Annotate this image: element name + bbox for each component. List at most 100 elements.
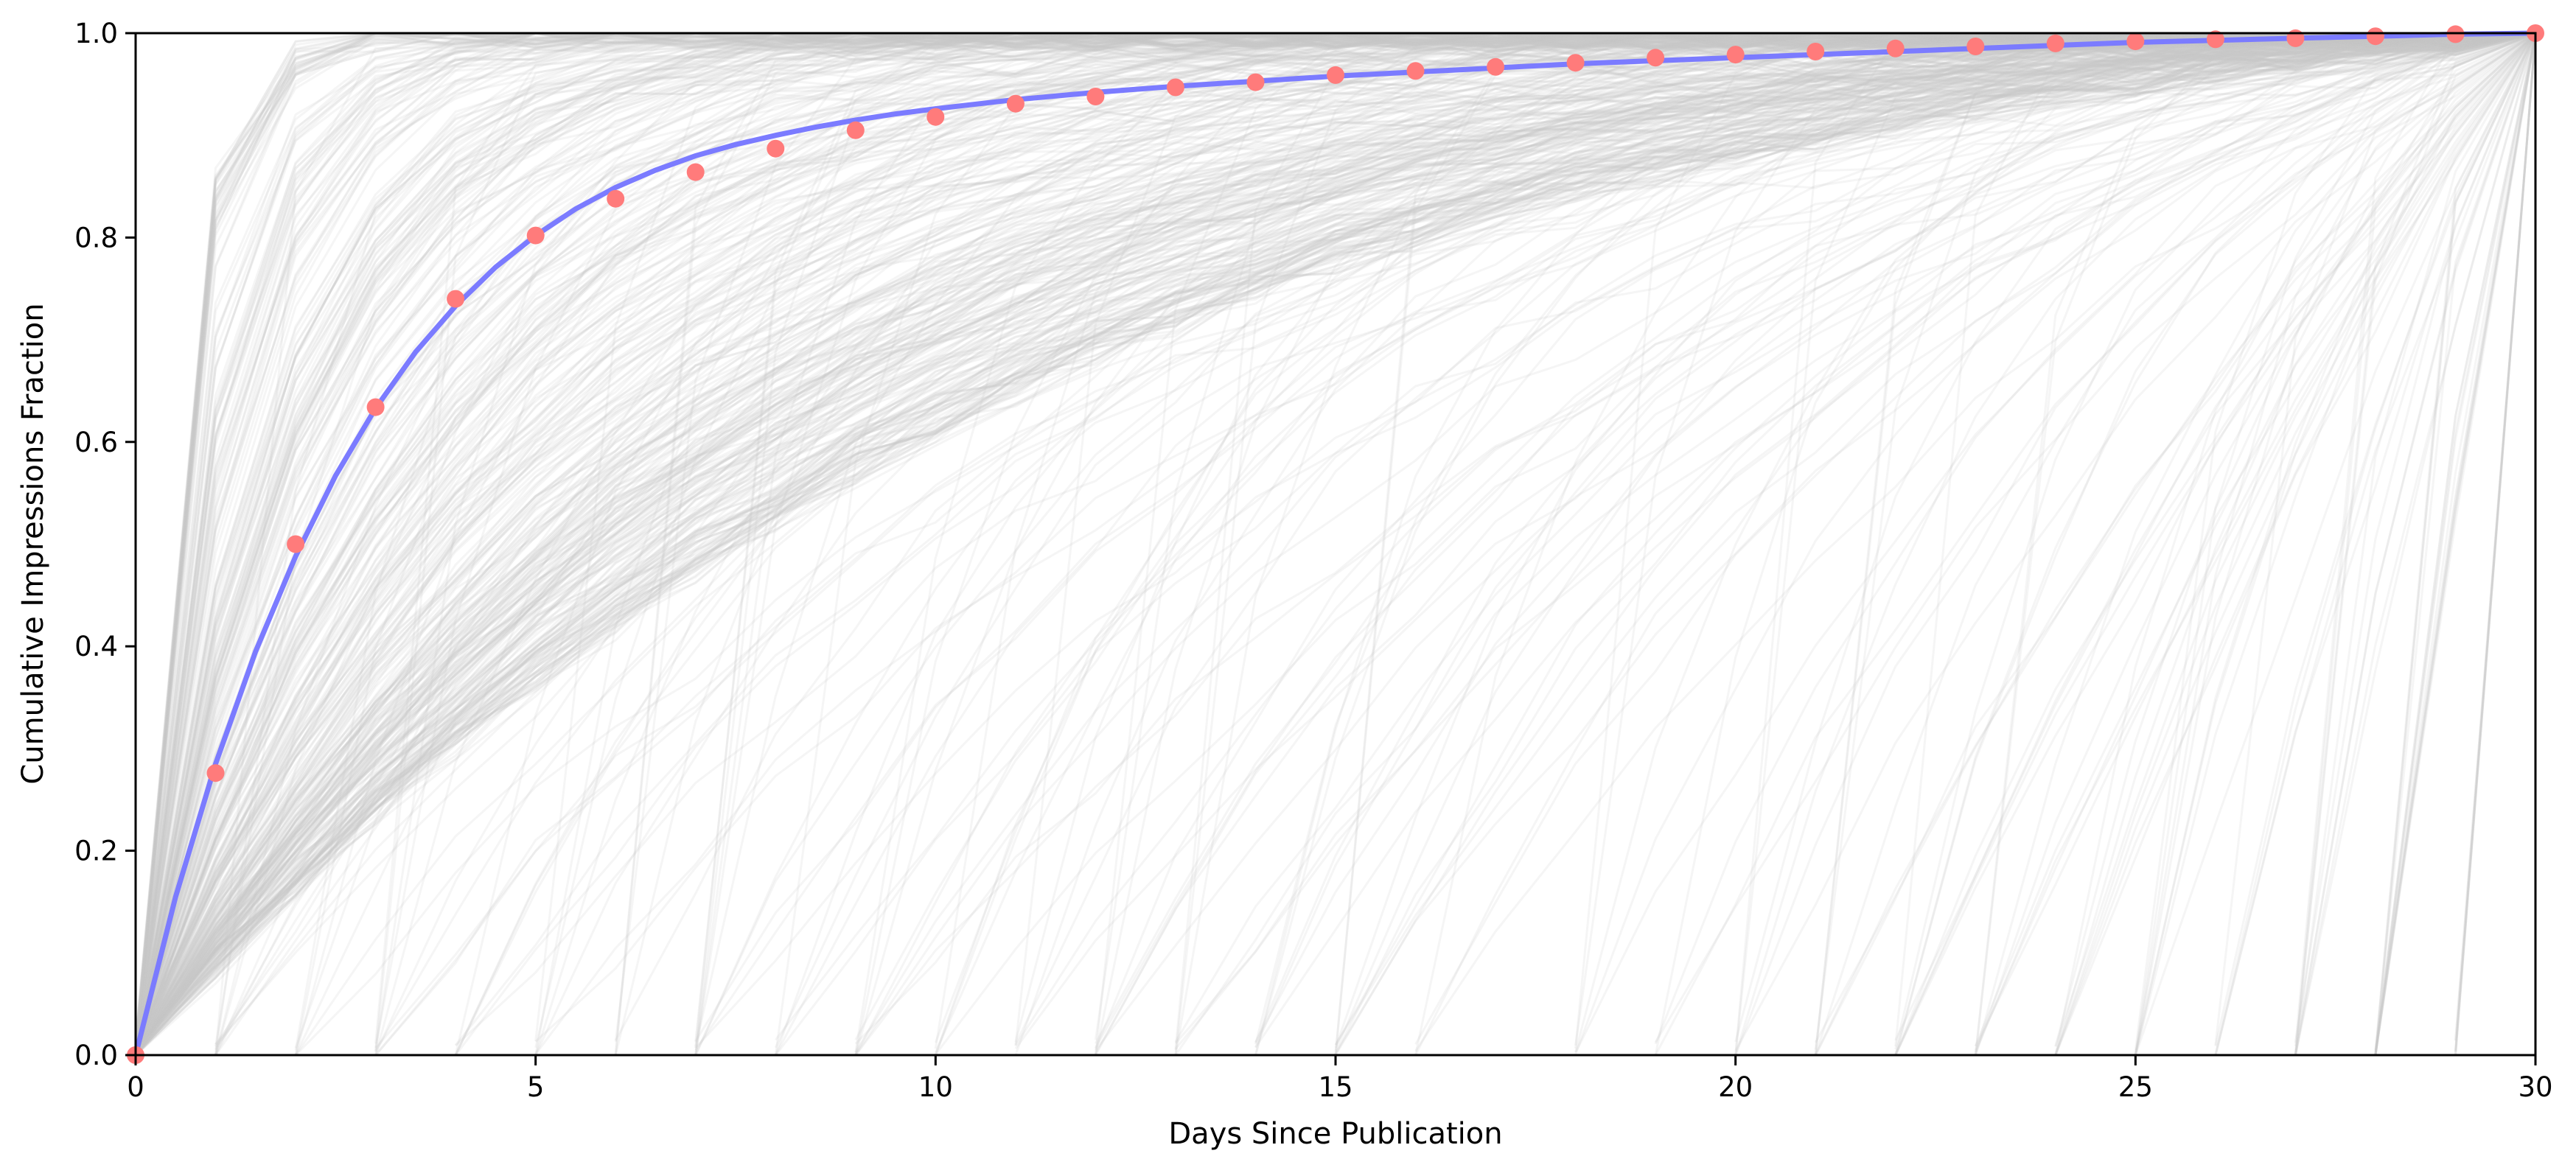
background-trace <box>2054 32 2537 1056</box>
background-trace <box>134 32 2535 1054</box>
background-trace <box>2054 32 2537 1047</box>
data-point <box>287 535 305 553</box>
data-point <box>846 121 865 139</box>
background-trace <box>2214 32 2536 1046</box>
background-trace <box>1894 32 2536 1050</box>
background-trace <box>2134 32 2537 1056</box>
background-trace <box>134 32 2536 1056</box>
background-trace <box>134 32 2536 1056</box>
background-trace <box>1734 32 2536 1043</box>
background-trace <box>134 32 2536 1056</box>
background-trace <box>694 32 2536 1056</box>
data-point <box>206 764 225 782</box>
background-trace <box>134 32 2536 1049</box>
background-trace <box>134 32 2535 1052</box>
data-point <box>767 139 785 158</box>
background-trace <box>775 32 2536 1041</box>
background-trace <box>1095 32 2536 1056</box>
y-tick-label: 0.0 <box>74 1040 118 1071</box>
background-trace <box>134 32 2536 1057</box>
background-trace <box>1334 32 2535 1056</box>
background-trace <box>2374 32 2537 1056</box>
background-trace <box>694 32 2536 1051</box>
background-trace <box>2374 32 2537 1056</box>
background-trace <box>134 32 2536 1048</box>
background-trace <box>135 32 2535 1042</box>
background-trace <box>134 32 2536 1051</box>
background-trace <box>854 32 2536 1045</box>
background-trace <box>134 32 2536 1049</box>
background-trace <box>134 32 2536 1056</box>
background-trace <box>134 32 2536 1043</box>
background-trace <box>2294 32 2537 1056</box>
background-trace <box>214 32 2536 1056</box>
data-point <box>1966 38 1985 55</box>
background-trace <box>2294 32 2537 1056</box>
background-trace <box>534 32 2536 1055</box>
background-trace <box>2294 32 2536 1056</box>
background-trace <box>1254 32 2536 1043</box>
background-trace <box>134 32 2535 1056</box>
background-trace <box>2374 32 2537 1056</box>
background-trace <box>1334 32 2536 1054</box>
background-trace <box>134 32 2536 1054</box>
data-point <box>1647 49 1665 67</box>
background-trace <box>2294 32 2537 1043</box>
background-trace <box>774 32 2536 1056</box>
background-trace <box>134 32 2536 1056</box>
data-point <box>1886 39 1905 57</box>
background-trace <box>134 32 2536 1054</box>
background-trace <box>1414 32 2536 1046</box>
data-point <box>2366 27 2384 46</box>
background-trace <box>2374 32 2537 1055</box>
background-trace <box>134 32 2536 1048</box>
background-trace <box>2294 32 2536 1054</box>
background-trace <box>2294 32 2537 1056</box>
background-trace <box>134 32 2535 1041</box>
data-point <box>526 226 545 245</box>
x-axis-label: Days Since Publication <box>1168 1117 1502 1151</box>
background-trace <box>135 32 2536 1046</box>
background-trace <box>134 32 2536 1056</box>
background-trace <box>1814 32 2536 1056</box>
y-tick-label: 1.0 <box>74 18 118 49</box>
background-trace <box>134 32 2536 1056</box>
background-trace <box>1974 32 2536 1056</box>
background-trace <box>134 32 2536 1056</box>
background-trace <box>134 32 2535 1051</box>
background-trace <box>534 32 2535 1056</box>
background-trace <box>934 32 2536 1043</box>
x-tick-label: 25 <box>2118 1071 2153 1103</box>
background-trace <box>1974 32 2537 1051</box>
background-trace <box>1894 32 2536 1056</box>
y-axis-label: Cumulative Impressions Fraction <box>16 303 50 784</box>
background-trace <box>1095 32 2535 1050</box>
x-tick-label: 15 <box>1318 1071 1352 1103</box>
background-trace <box>134 32 2536 1056</box>
background-trace <box>1014 32 2535 1056</box>
x-tick-label: 30 <box>2518 1071 2552 1103</box>
background-trace <box>134 32 2536 1056</box>
background-trace <box>134 32 2535 1048</box>
background-trace <box>534 32 2536 1056</box>
background-trace <box>134 32 2536 1056</box>
background-trace <box>134 32 2536 1057</box>
background-trace <box>134 32 2535 1056</box>
data-point <box>2206 30 2224 49</box>
background-trace <box>214 32 2535 1051</box>
data-point <box>686 163 705 181</box>
data-point <box>926 108 945 126</box>
background-trace <box>374 32 2536 1056</box>
y-tick-label: 0.4 <box>74 631 118 662</box>
background-trace <box>214 32 2535 1050</box>
background-trace <box>1974 32 2537 1047</box>
x-axis-ticks: 0 5 10 15 20 25 30 <box>127 1055 2553 1103</box>
background-trace <box>134 32 2536 1055</box>
background-trace <box>1654 32 2536 1043</box>
background-trace <box>134 32 2536 1042</box>
background-trace <box>214 32 2536 1046</box>
background-trace <box>1814 32 2536 1056</box>
background-trace <box>1254 32 2536 1048</box>
data-point <box>1166 78 1184 97</box>
